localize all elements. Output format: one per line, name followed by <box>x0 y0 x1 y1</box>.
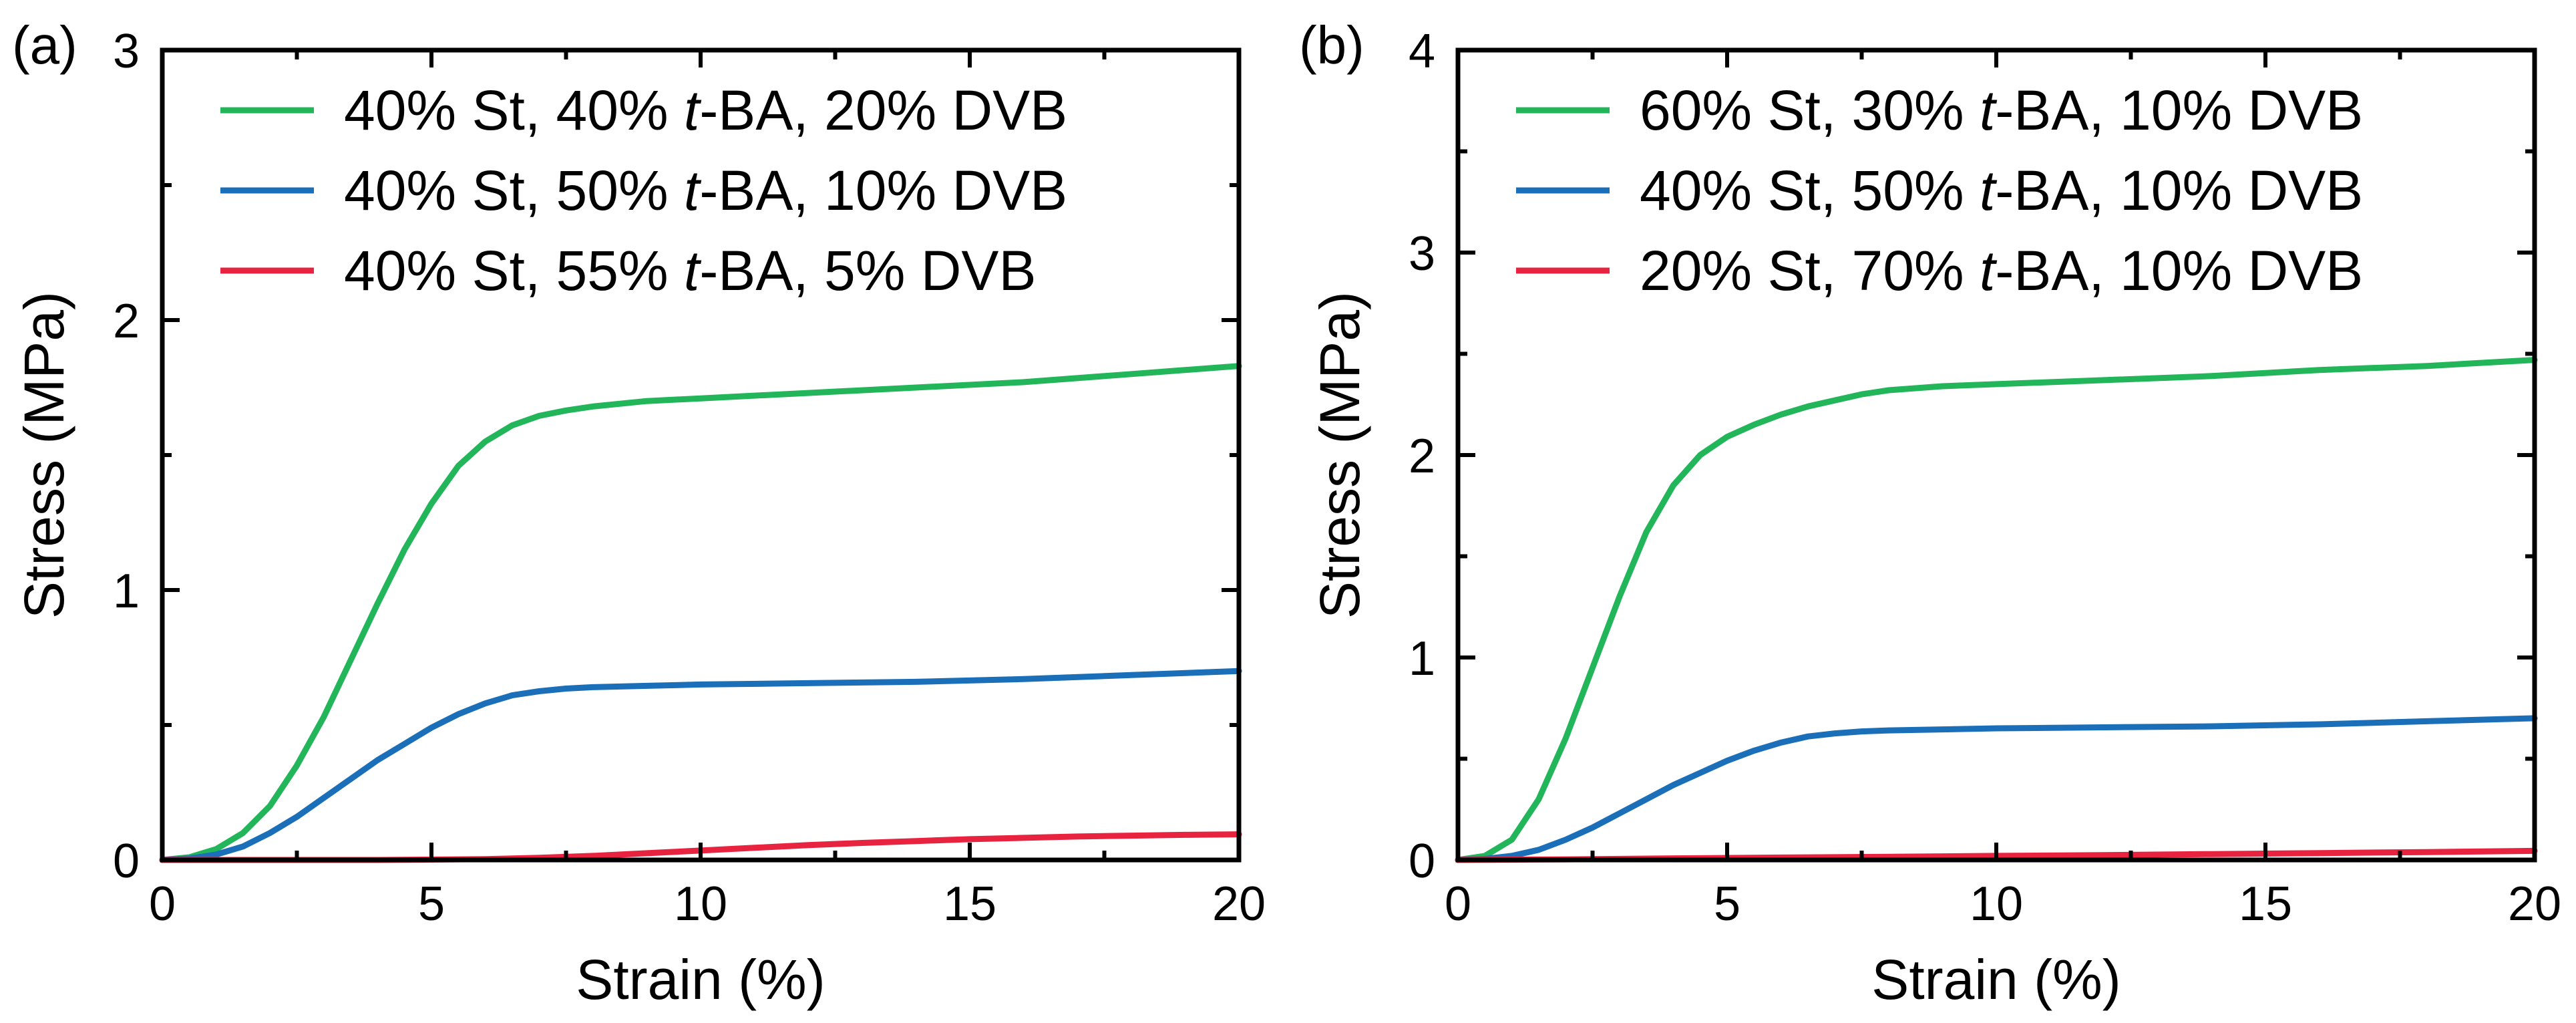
y-axis-title-b: Stress (MPa) <box>1308 291 1371 619</box>
legend-label-green-a: 40% St, 40% t-BA, 20% DVB <box>344 79 1067 142</box>
x-axis-a: 0 5 10 15 20 <box>149 50 1266 931</box>
series-line-green-a <box>159 363 1242 863</box>
y-axis-title-a: Stress (MPa) <box>13 291 75 619</box>
x-tick-label-20-b: 20 <box>2508 877 2561 931</box>
series-line-blue-b <box>1455 715 2538 863</box>
x-tick-label-15-a: 15 <box>943 877 996 931</box>
panel-a: (a) 0 5 10 15 20 0 1 2 3 Strain (%) Stress (MPa… <box>12 15 1266 1011</box>
legend-label-blue-b: 40% St, 50% t-BA, 10% DVB <box>1640 159 2363 222</box>
y-tick-label-1-b: 1 <box>1409 632 1435 686</box>
series-line-blue-a <box>159 668 1242 863</box>
y-tick-label-3-a: 3 <box>113 25 140 78</box>
x-axis-title-a: Strain (%) <box>576 948 825 1011</box>
x-tick-label-5-b: 5 <box>1714 877 1740 931</box>
panel-b: (b) 0 5 10 15 20 0 1 2 3 4 Strain (%) Stress (MP… <box>1299 15 2561 1011</box>
legend-label-red-a: 40% St, 55% t-BA, 5% DVB <box>344 239 1036 302</box>
x-tick-label-20-a: 20 <box>1212 877 1266 931</box>
legend-a: 40% St, 40% t-BA, 20% DVB 40% St, 50% t-B… <box>220 79 1067 302</box>
legend-label-blue-a: 40% St, 50% t-BA, 10% DVB <box>344 159 1067 222</box>
x-tick-label-10-a: 10 <box>674 877 727 931</box>
x-tick-label-10-b: 10 <box>1970 877 2023 931</box>
y-tick-label-0-b: 0 <box>1409 835 1435 888</box>
plot-area-a <box>159 363 1242 863</box>
x-tick-label-15-b: 15 <box>2239 877 2292 931</box>
x-tick-label-0-b: 0 <box>1445 877 1471 931</box>
x-tick-label-5-a: 5 <box>418 877 445 931</box>
y-tick-label-2-a: 2 <box>113 295 140 348</box>
y-axis-a: 0 1 2 3 <box>113 25 1239 888</box>
legend-label-green-b: 60% St, 30% t-BA, 10% DVB <box>1640 79 2363 142</box>
panel-label-a: (a) <box>12 15 77 75</box>
x-axis-b: 0 5 10 15 20 <box>1445 50 2561 931</box>
plot-area-b <box>1455 357 2538 863</box>
y-tick-label-2-b: 2 <box>1409 430 1435 483</box>
panel-label-b: (b) <box>1299 15 1364 75</box>
y-axis-b: 0 1 2 3 4 <box>1409 25 2535 888</box>
x-axis-title-b: Strain (%) <box>1871 948 2121 1011</box>
x-tick-label-0-a: 0 <box>149 877 176 931</box>
y-tick-label-0-a: 0 <box>113 835 140 888</box>
y-tick-label-4-b: 4 <box>1409 25 1435 78</box>
legend-b: 60% St, 30% t-BA, 10% DVB 40% St, 50% t-B… <box>1516 79 2363 302</box>
legend-label-red-b: 20% St, 70% t-BA, 10% DVB <box>1640 239 2363 302</box>
y-tick-label-3-b: 3 <box>1409 227 1435 281</box>
series-line-green-b <box>1455 357 2538 863</box>
y-tick-label-1-a: 1 <box>113 565 140 618</box>
